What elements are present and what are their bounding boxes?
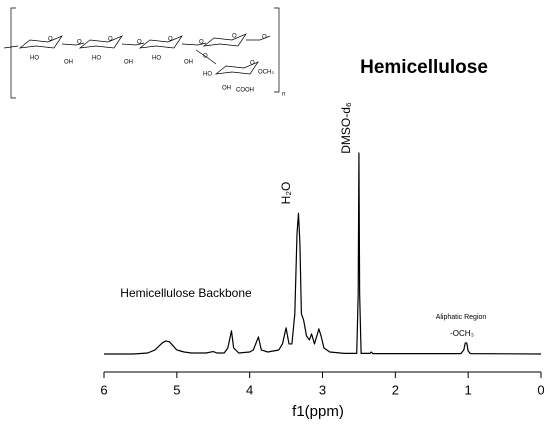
atom-label: HO [30,56,39,62]
structure-labels: O O O O O O O O HO OH HO OH HO OH O HO O… [30,34,285,98]
atom-label: OH [64,60,73,66]
bracket [10,7,16,99]
atom-label: OH [222,86,231,92]
atom-label: n [282,92,285,98]
x-tick-label: 6 [100,382,107,397]
atom-label: O [203,54,208,60]
annotation: Aliphatic Region [436,314,487,321]
atom-label: OH [124,60,133,66]
atom-label: O [77,40,82,46]
bonds [3,35,271,65]
x-tick-label: 2 [392,382,399,397]
x-tick-label: 1 [465,382,472,397]
x-tick-label: 4 [246,382,253,397]
x-tick-label: 5 [173,382,180,397]
ring [18,35,63,49]
chart-title: Hemicellulose [360,57,488,78]
annotation: H₂O [279,182,293,205]
annotation: DMSO-d₆ [339,102,353,154]
atom-label: HO [203,72,212,78]
bracket [274,7,280,93]
atom-label: OCH₃ [258,70,274,76]
ring [202,33,247,47]
atom-label: O [199,40,204,46]
atom-label: O [262,35,267,41]
atom-label: HO [92,56,101,62]
x-tick-label: 3 [319,382,326,397]
atom-label: O [48,37,53,43]
rings [18,33,259,75]
ring [78,35,123,49]
x-tick-label: 0 [537,382,544,397]
annotation: Hemicellulose Backbone [120,286,252,300]
atom-label: O [232,34,237,40]
spectrum-line [104,152,542,355]
ring [138,35,183,49]
atom-label: O [168,37,173,43]
x-axis-label: f1(ppm) [292,403,344,420]
atom-label: O [137,40,142,46]
atom-label: OH [184,60,193,66]
atom-label: O [250,61,255,67]
annotation: -OCH₃ [450,329,474,338]
structure [3,7,280,99]
atom-label: COOH [236,88,254,94]
atom-label: O [108,37,113,43]
atom-label: HO [152,56,161,62]
ring [214,61,259,75]
